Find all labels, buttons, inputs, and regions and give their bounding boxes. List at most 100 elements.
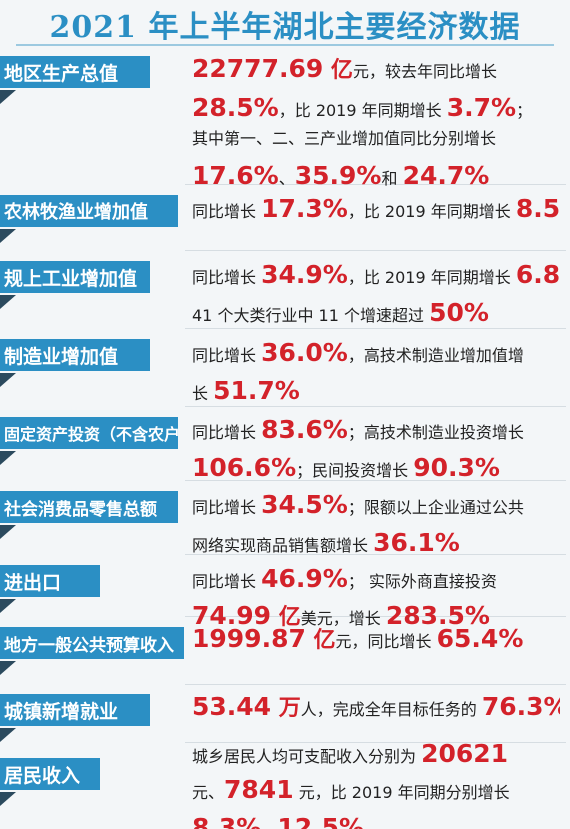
body-line: 同比增长 34.9%，比 2019 年同期增长 6.8%: [192, 257, 560, 287]
body-text: ； 实际外商直接投资: [347, 572, 497, 591]
body-text: 其中第一、二、三产业增加值同比分别增长: [192, 129, 497, 148]
highlight-value: 65.4%: [436, 624, 524, 652]
section-marker: [0, 451, 16, 465]
body-line-text: 元、7841 元，比 2019 年同期分别增长: [192, 777, 510, 802]
body-line: 长 51.7%: [192, 373, 560, 403]
body-line-text: 网络实现商品销售额增长 36.1%: [192, 530, 460, 555]
title-rule: [16, 44, 554, 46]
body-text: 、: [278, 169, 295, 188]
highlight-value: 35.9%: [294, 161, 382, 188]
body-line: 106.6%；民间投资增长 90.3%: [192, 450, 560, 480]
body-line-text: 同比增长 17.3%，比 2019 年同期增长 8.5%: [192, 196, 560, 221]
section-body: 同比增长 34.9%，比 2019 年同期增长 6.8% 41 个大类行业中 11…: [192, 257, 560, 333]
highlight-value: 83.6%: [261, 415, 348, 442]
body-text: ；民间投资增长: [296, 461, 414, 480]
body-text: 41 个大类行业中 11 个增速超过: [192, 306, 430, 325]
body-text: 元、: [192, 783, 225, 802]
highlight-value: 17.3%: [261, 194, 348, 221]
section-label-text: 固定资产投资（不含农户）: [4, 425, 178, 444]
body-text: 人，完成全年目标任务的: [300, 700, 482, 719]
section-label: 农林牧渔业增加值: [0, 195, 178, 227]
section-marker: [0, 525, 16, 539]
body-line: 17.6%、35.9%和 24.7%: [192, 158, 560, 188]
section-label: 社会消费品零售总额: [0, 491, 178, 523]
section-body: 1999.87 亿元，同比增长 65.4%: [192, 622, 560, 660]
body-line: 28.5%，比 2019 年同期增长 3.7%；: [192, 90, 560, 120]
section-label: 规上工业增加值: [0, 261, 150, 293]
section-body: 同比增长 36.0%，高技术制造业增加值增长 51.7%: [192, 335, 560, 411]
highlight-value: 90.3%: [413, 453, 500, 480]
section-body: 同比增长 83.6%；高技术制造业投资增长 106.6%；民间投资增长 90.3%: [192, 412, 560, 488]
body-text: 同比增长: [192, 268, 262, 287]
section-divider: [185, 616, 566, 617]
highlight-value: 亿: [323, 58, 353, 82]
body-line-text: 106.6%；民间投资增长 90.3%: [192, 455, 500, 480]
highlight-value: 36.0%: [261, 338, 348, 365]
body-line-text: 28.5%，比 2019 年同期增长 3.7%；: [192, 95, 532, 120]
section-label: 地区生产总值: [0, 56, 150, 88]
body-line-text: 长 51.7%: [192, 378, 300, 403]
body-line-text: 53.44 万人，完成全年目标任务的 76.3%: [192, 694, 560, 720]
body-line: 1999.87 亿元，同比增长 65.4%: [192, 622, 560, 652]
body-line-text: 74.99 亿美元，增长 283.5%: [192, 603, 490, 629]
highlight-value: 7841: [224, 775, 294, 802]
body-line: 同比增长 17.3%，比 2019 年同期增长 8.5%: [192, 191, 560, 221]
highlight-value: 3.7%: [446, 93, 517, 120]
section-label: 进出口: [0, 565, 100, 597]
body-line-text: 城乡居民人均可支配收入分别为 20621: [192, 742, 508, 764]
body-line-text: 同比增长 83.6%；高技术制造业投资增长: [192, 417, 524, 442]
body-line: 74.99 亿美元，增长 283.5%: [192, 599, 560, 629]
body-text: 同比增长: [192, 202, 262, 221]
section-label-text: 规上工业增加值: [4, 267, 138, 290]
body-line-text: 同比增长 34.9%，比 2019 年同期增长 6.8%: [192, 262, 560, 287]
section-label: 地方一般公共预算收入: [0, 627, 184, 659]
body-line-text: 同比增长 34.5%；限额以上企业通过公共: [192, 492, 524, 517]
section-label-text: 地方一般公共预算收入: [4, 635, 174, 656]
section-marker: [0, 728, 16, 742]
body-line: 53.44 万人，完成全年目标任务的 76.3%: [192, 690, 560, 720]
section-marker: [0, 373, 16, 387]
body-text: ，高技术制造业增加值增: [347, 346, 524, 365]
body-text: 同比增长: [192, 572, 262, 591]
section-label-text: 制造业增加值: [4, 345, 119, 368]
highlight-value: 万: [271, 696, 301, 720]
body-text: ，比 2019 年同期增长: [347, 202, 516, 221]
body-text: ，比 2019 年同期增长: [278, 101, 447, 120]
highlight-value: 51.7%: [213, 376, 300, 403]
body-line: 网络实现商品销售额增长 36.1%: [192, 525, 560, 555]
body-text: ；限额以上企业通过公共: [347, 498, 524, 517]
body-line-text: 17.6%、35.9%和 24.7%: [192, 163, 489, 188]
highlight-value: 106.6%: [192, 453, 297, 480]
section-label: 固定资产投资（不含农户）: [0, 417, 178, 449]
highlight-value: 53.44: [192, 692, 272, 720]
body-line-text: 8.3%、12.5%: [192, 815, 364, 829]
section-divider: [185, 184, 566, 185]
body-line-text: 1999.87 亿元，同比增长 65.4%: [192, 626, 523, 652]
highlight-value: 46.9%: [261, 564, 348, 591]
body-text: 元，同比增长: [335, 632, 437, 651]
body-text: 网络实现商品销售额增长: [192, 536, 374, 555]
section-divider: [185, 684, 566, 685]
body-line: 41 个大类行业中 11 个增速超过 50%: [192, 295, 560, 325]
section-label-text: 城镇新增就业: [4, 700, 119, 723]
body-line-text: 41 个大类行业中 11 个增速超过 50%: [192, 300, 489, 325]
body-line: 同比增长 36.0%，高技术制造业增加值增: [192, 335, 560, 365]
highlight-value: 34.5%: [261, 490, 348, 517]
body-line: 22777.69 亿元，较去年同比增长: [192, 52, 560, 82]
body-text: ；: [516, 101, 533, 120]
highlight-value: 20621: [421, 742, 509, 764]
highlight-value: 28.5%: [192, 93, 279, 120]
body-line-text: 同比增长 36.0%，高技术制造业增加值增: [192, 340, 524, 365]
highlight-value: 8.3%: [192, 813, 262, 829]
body-text: 和: [381, 169, 403, 188]
section-marker: [0, 792, 16, 806]
body-text: 同比增长: [192, 423, 262, 442]
highlight-value: 24.7%: [402, 161, 490, 188]
highlight-value: 50%: [429, 298, 489, 325]
section-divider: [185, 742, 566, 743]
body-line-text: 22777.69 亿元，较去年同比增长: [192, 56, 497, 82]
section-divider: [185, 480, 566, 481]
highlight-value: 17.6%: [192, 161, 279, 188]
body-line: 8.3%、12.5%: [192, 810, 560, 829]
section-divider: [185, 328, 566, 329]
